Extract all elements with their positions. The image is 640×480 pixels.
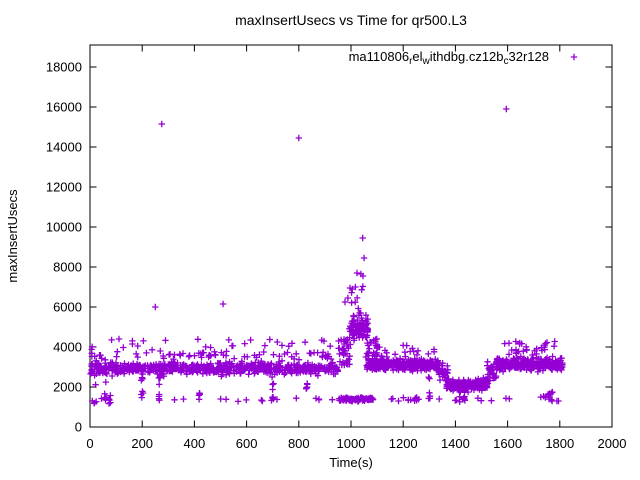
x-tick-label: 1000 [337, 436, 366, 451]
y-tick-label: 0 [75, 420, 82, 435]
x-tick-label: 1600 [493, 436, 522, 451]
y-tick-label: 2000 [53, 380, 82, 395]
plot-frame: 0 200 400 600 800 1000 1200 1400 1600 1800 2000 0 20… [46, 44, 627, 451]
x-tick-label: 400 [184, 436, 206, 451]
y-axis-label: maxInsertUsecs [5, 189, 20, 283]
axis-ticks [89, 45, 613, 428]
x-tick-label: 1400 [441, 436, 470, 451]
x-axis-label: Time(s) [329, 455, 373, 470]
y-tick-label: 10000 [46, 220, 82, 235]
x-tick-label: 800 [288, 436, 310, 451]
y-tick-label: 12000 [46, 180, 82, 195]
chart-title: maxInsertUsecs vs Time for qr500.L3 [235, 12, 467, 28]
x-tick-label: 600 [236, 436, 258, 451]
x-tick-label: 0 [86, 436, 93, 451]
y-tick-label: 4000 [53, 340, 82, 355]
x-tick-label: 2000 [598, 436, 627, 451]
y-tick-label: 6000 [53, 300, 82, 315]
x-tick-label: 1200 [389, 436, 418, 451]
y-tick-label: 14000 [46, 140, 82, 155]
x-tick-label: 200 [131, 436, 153, 451]
y-tick-label: 8000 [53, 260, 82, 275]
plus-icon [570, 53, 578, 61]
y-tick-label: 16000 [46, 100, 82, 115]
x-tick-label: 1800 [545, 436, 574, 451]
legend: ma110806relwithdbg.cz12bc32r128 [349, 49, 578, 67]
scatter-points [87, 105, 566, 407]
y-tick-label: 18000 [46, 60, 82, 75]
legend-series-label: ma110806relwithdbg.cz12bc32r128 [349, 49, 549, 67]
series-plus-markers [87, 105, 566, 407]
